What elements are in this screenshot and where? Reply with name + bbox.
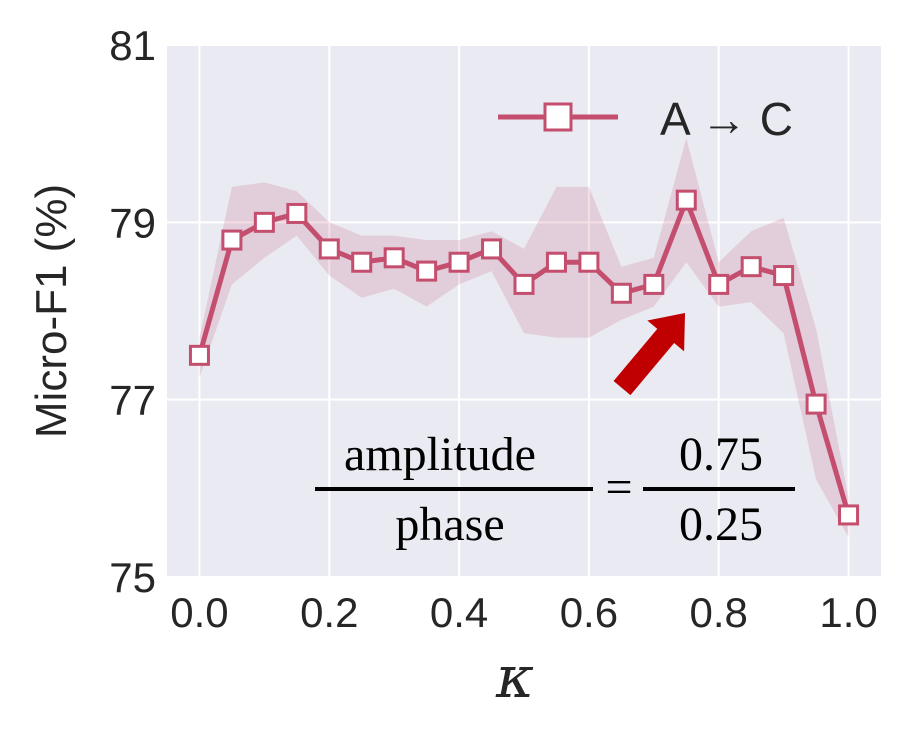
data-point-marker (188, 344, 210, 366)
arrow-icon (613, 313, 685, 396)
x-tick-label: 0.8 (690, 589, 748, 636)
data-point-marker (675, 189, 697, 211)
x-tick-label: 0.6 (560, 589, 618, 636)
y-tick-labels: 75 77 79 81 (109, 22, 156, 601)
data-point-marker (513, 273, 535, 295)
data-point-marker (448, 251, 470, 273)
data-point-marker (643, 273, 665, 295)
data-point-marker (740, 256, 762, 278)
data-point-marker (708, 273, 730, 295)
y-tick-label: 77 (109, 377, 156, 424)
data-point-marker (318, 238, 340, 260)
grid (167, 44, 881, 578)
x-tick-label: 0.2 (300, 589, 358, 636)
numerator-label: amplitude (344, 428, 536, 481)
y-tick-label: 81 (109, 22, 156, 69)
numerator-value: 0.75 (679, 428, 763, 481)
legend-label: A → C (660, 93, 793, 145)
legend: A → C (498, 93, 793, 145)
arrow-shape (613, 313, 685, 396)
data-point-marker (773, 265, 795, 287)
data-point-marker (805, 393, 827, 415)
data-point-marker (838, 504, 860, 526)
denominator-label: phase (395, 498, 504, 551)
x-tick-label: 0.0 (170, 589, 228, 636)
data-point-marker (481, 238, 503, 260)
data-point-marker (383, 247, 405, 269)
data-point-marker (253, 211, 275, 233)
denominator-value: 0.25 (679, 498, 763, 551)
series-markers (188, 189, 860, 526)
data-point-marker (221, 229, 243, 251)
y-axis-label: Micro-F1 (%) (27, 184, 76, 438)
data-point-marker (610, 282, 632, 304)
y-tick-label: 79 (109, 199, 156, 246)
x-tick-label: 1.0 (819, 589, 877, 636)
x-tick-labels: 0.0 0.2 0.4 0.6 0.8 1.0 (170, 589, 877, 636)
data-point-marker (351, 251, 373, 273)
x-tick-label: 0.4 (430, 589, 488, 636)
data-point-marker (286, 202, 308, 224)
ratio-annotation: amplitude phase = 0.75 0.25 (315, 313, 795, 551)
equals-sign: = (605, 461, 632, 514)
legend-marker (543, 102, 573, 132)
data-point-marker (578, 251, 600, 273)
data-point-marker (545, 251, 567, 273)
y-tick-label: 75 (109, 554, 156, 601)
x-axis-label: κ (495, 643, 534, 711)
data-point-marker (416, 260, 438, 282)
confidence-band (199, 138, 849, 538)
